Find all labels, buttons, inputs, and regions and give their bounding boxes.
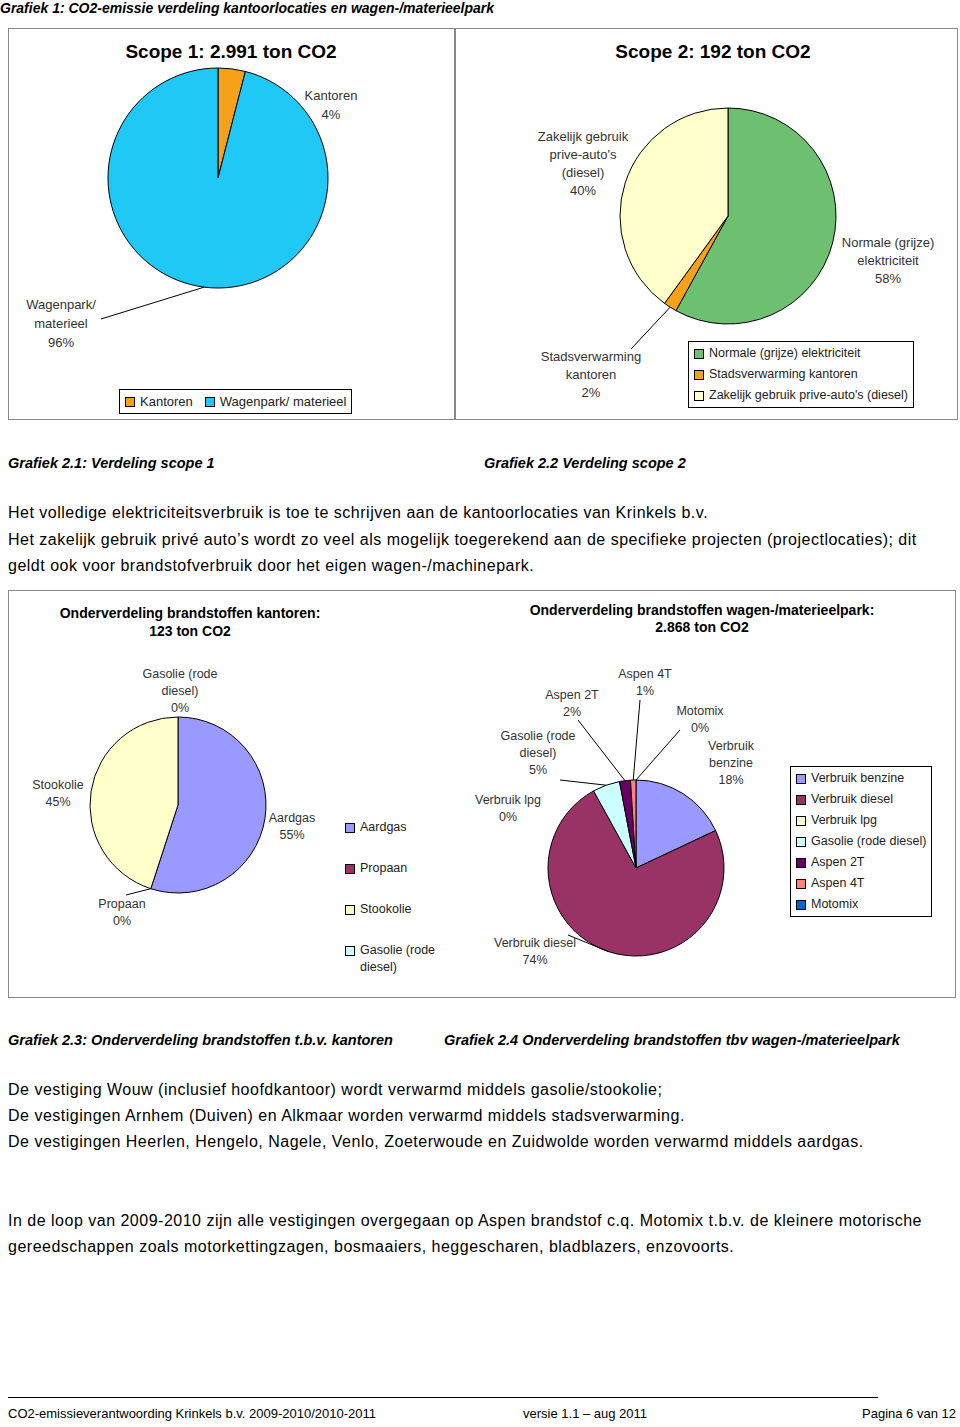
html-text:2.868 ton CO2: 2.868 ton CO2: [655, 619, 749, 635]
svg-text:Stookolie45%: Stookolie45%: [32, 778, 83, 809]
html-text:Kantoren: Kantoren: [140, 394, 193, 409]
html-text:Pagina 6 van 12: Pagina 6 van 12: [862, 1406, 956, 1421]
html-text:Verbruik benzine: Verbruik benzine: [811, 771, 905, 785]
svg-text:Gasolie (rodediesel)5%: Gasolie (rodediesel)5%: [500, 729, 575, 777]
html-text:Zakelijk gebruik prive-auto's: Zakelijk gebruik prive-auto's (diesel): [709, 388, 908, 402]
html-text:Onderverdeling brandstoffen ka: Onderverdeling brandstoffen kantoren:: [59, 605, 321, 621]
svg-text:Motomix0%: Motomix0%: [676, 704, 724, 735]
html-text:Gasolie (rode diesel): Gasolie (rode diesel): [811, 834, 927, 848]
svg-text:Aspen 4T1%: Aspen 4T1%: [618, 667, 672, 698]
svg-text:Verbruik lpg0%: Verbruik lpg0%: [475, 793, 541, 824]
svg-text:Aardgas55%: Aardgas55%: [269, 811, 316, 842]
html-text:Stookolie: Stookolie: [360, 902, 412, 916]
svg-text:Verbruik diesel74%: Verbruik diesel74%: [494, 936, 576, 967]
html-text:De vestiging Wouw (inclusief h: De vestiging Wouw (inclusief hoofdkantoo…: [8, 1081, 663, 1098]
html-text:De vestigingen Heerlen, Hengel: De vestigingen Heerlen, Hengelo, Nagele,…: [8, 1133, 864, 1150]
svg-text:Kantoren4%: Kantoren4%: [305, 88, 358, 122]
html-text:Het zakelijk gebruik privé aut: Het zakelijk gebruik privé auto’s wordt …: [8, 531, 917, 574]
html-text:Grafiek 2.2 Verdeling scope 2: Grafiek 2.2 Verdeling scope 2: [484, 455, 686, 471]
svg-text:Stadsverwarmingkantoren2%: Stadsverwarmingkantoren2%: [541, 349, 641, 400]
html-text:Scope 2: 192 ton CO2: Scope 2: 192 ton CO2: [615, 41, 811, 62]
html-text:Onderverdeling brandstoffen wa: Onderverdeling brandstoffen wagen-/mater…: [529, 602, 875, 618]
html-text:Propaan: Propaan: [360, 861, 408, 875]
html-text:Het volledige elektriciteitsve: Het volledige elektriciteitsverbruik is …: [8, 504, 709, 521]
html-text:In de loop van 2009-2010 zijn: In de loop van 2009-2010 zijn alle vesti…: [8, 1212, 922, 1255]
html-text:versie 1.1 – aug 2011: versie 1.1 – aug 2011: [523, 1406, 648, 1421]
html-text:Grafiek 2.4 Onderverdeling bra: Grafiek 2.4 Onderverdeling brandstoffen …: [444, 1032, 900, 1048]
html-text:CO2-emissieverantwoording Krin: CO2-emissieverantwoording Krinkels b.v. …: [8, 1406, 377, 1421]
svg-text:Propaan0%: Propaan0%: [98, 897, 145, 928]
html-text:Stadsverwarming kantoren: Stadsverwarming kantoren: [709, 367, 858, 381]
html-text:De vestigingen Arnhem (Duiven): De vestigingen Arnhem (Duiven) en Alkmaa…: [8, 1107, 685, 1124]
html-text:Wagenpark/ materieel: Wagenpark/ materieel: [219, 394, 347, 409]
html-text:Grafiek 2.3: Onderverdeling br: Grafiek 2.3: Onderverdeling brandstoffen…: [8, 1032, 393, 1048]
html-text:Verbruik diesel: Verbruik diesel: [811, 792, 893, 806]
html-text:Gasolie (rode diesel): Gasolie (rode diesel): [360, 943, 435, 974]
html-text:Verbruik lpg: Verbruik lpg: [811, 813, 877, 827]
html-text:Grafiek 1: CO2-emissie verdeli: Grafiek 1: CO2-emissie verdeling kantoor…: [0, 0, 495, 16]
html-text:Normale (grijze) elektriciteit: Normale (grijze) elektriciteit: [709, 346, 861, 360]
html-text:Scope 1: 2.991 ton CO2: Scope 1: 2.991 ton CO2: [125, 41, 337, 62]
html-text:123 ton CO2: 123 ton CO2: [149, 623, 231, 639]
svg-text:Wagenpark/materieel96%: Wagenpark/materieel96%: [26, 297, 96, 350]
svg-text:Gasolie (rodediesel)0%: Gasolie (rodediesel)0%: [142, 667, 217, 715]
svg-text:Zakelijk gebruikprive-auto's(d: Zakelijk gebruikprive-auto's(diesel)40%: [538, 129, 629, 198]
html-text:Motomix: Motomix: [811, 897, 859, 911]
html-text:Aspen 4T: Aspen 4T: [811, 876, 865, 890]
html-text:Aspen 2T: Aspen 2T: [811, 855, 865, 869]
svg-text:Verbruikbenzine18%: Verbruikbenzine18%: [708, 739, 755, 787]
html-text:Grafiek 2.1: Verdeling scope 1: Grafiek 2.1: Verdeling scope 1: [8, 455, 215, 471]
svg-text:Normale (grijze)elektriciteit5: Normale (grijze)elektriciteit58%: [842, 235, 934, 286]
svg-text:Aspen 2T2%: Aspen 2T2%: [545, 688, 599, 719]
html-text:Aardgas: Aardgas: [360, 820, 407, 834]
